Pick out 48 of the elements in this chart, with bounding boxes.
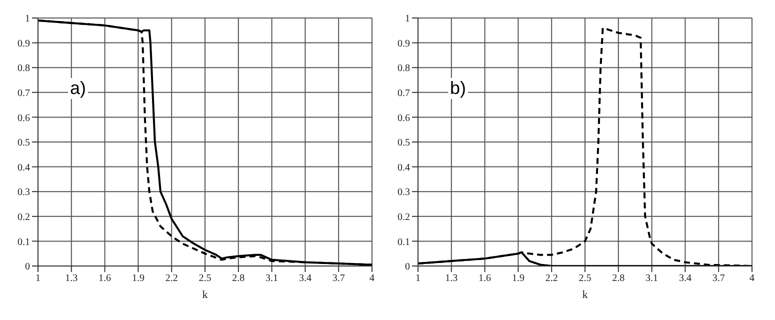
y-tick-label: 0.7 bbox=[398, 88, 410, 99]
x-tick-label: 2.8 bbox=[232, 273, 245, 284]
x-tick-label: 3.4 bbox=[678, 273, 692, 284]
x-tick-label: 4 bbox=[750, 273, 754, 284]
x-tick-label: 2.2 bbox=[545, 273, 558, 284]
x-tick-label: 1.9 bbox=[512, 273, 524, 284]
y-tick-label: 0.5 bbox=[18, 138, 30, 149]
x-tick-label: 1.6 bbox=[478, 273, 492, 284]
y-tick-label: 0.3 bbox=[398, 187, 410, 198]
x-tick-label: 3.7 bbox=[332, 273, 345, 284]
y-tick-label: 0.9 bbox=[18, 38, 30, 50]
y-tick-label: 0 bbox=[405, 262, 410, 273]
x-tick-label: 1.3 bbox=[65, 273, 78, 284]
x-tick-label: 3.7 bbox=[712, 273, 725, 284]
y-tick-label: 0.7 bbox=[18, 88, 30, 99]
x-tick-label: 1.6 bbox=[98, 273, 112, 284]
y-tick-label: 0.3 bbox=[18, 187, 30, 198]
y-tick-label: 0.8 bbox=[18, 63, 30, 74]
annotation: b) bbox=[448, 78, 468, 99]
x-axis-title: k bbox=[202, 289, 208, 301]
y-tick-label: 0.9 bbox=[398, 38, 410, 50]
x-tick-label: 1.3 bbox=[445, 273, 458, 284]
y-tick-label: 0.8 bbox=[398, 63, 410, 74]
y-tick-label: 1 bbox=[25, 14, 30, 25]
y-tick-label: 0.6 bbox=[18, 112, 30, 124]
y-tick-label: 0.1 bbox=[18, 236, 30, 248]
y-tick-label: 0 bbox=[25, 262, 30, 273]
annotation: a) bbox=[68, 78, 88, 99]
x-tick-label: 3.1 bbox=[266, 273, 278, 284]
y-tick-label: 0.2 bbox=[18, 212, 30, 223]
x-tick-label: 2.2 bbox=[165, 273, 178, 284]
x-tick-label: 3.4 bbox=[298, 273, 312, 284]
y-tick-label: 0.4 bbox=[18, 162, 30, 174]
x-tick-label: 1.9 bbox=[132, 273, 144, 284]
x-axis-title: k bbox=[582, 289, 588, 301]
y-tick-label: 1 bbox=[405, 14, 410, 25]
x-tick-label: 4 bbox=[370, 273, 374, 284]
x-tick-label: 2.5 bbox=[578, 273, 592, 284]
x-tick-label: 1 bbox=[36, 273, 40, 284]
y-tick-label: 0.2 bbox=[398, 212, 410, 223]
y-tick-label: 0.6 bbox=[398, 112, 410, 124]
x-tick-label: 1 bbox=[416, 273, 420, 284]
y-tick-label: 0.5 bbox=[398, 138, 410, 149]
y-tick-label: 0.4 bbox=[398, 162, 410, 174]
x-tick-label: 3.1 bbox=[646, 273, 658, 284]
x-tick-label: 2.8 bbox=[612, 273, 625, 284]
y-tick-label: 0.1 bbox=[398, 236, 410, 248]
x-tick-label: 2.5 bbox=[198, 273, 212, 284]
